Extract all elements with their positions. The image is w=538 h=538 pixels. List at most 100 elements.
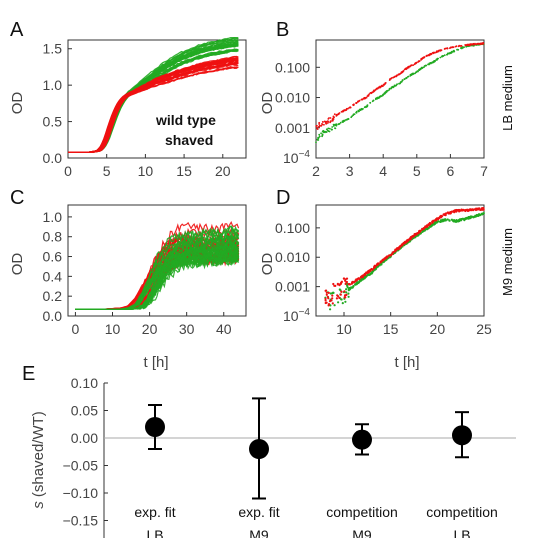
panel-d-data-point — [347, 289, 350, 292]
panel-d-data-point — [452, 209, 456, 212]
panel-b-data-point — [366, 104, 369, 107]
panel-d-data-point — [389, 254, 392, 257]
panel-d-data-point — [410, 236, 413, 239]
panel-b-data-point — [470, 43, 472, 45]
panel-b-data-point — [427, 63, 429, 66]
panel-d-data-point — [325, 293, 328, 296]
panel-d-data-point — [482, 212, 485, 215]
panel-b-data-point — [363, 106, 366, 109]
panel-c-xtick-label: 30 — [179, 321, 195, 337]
panel-b-data-point — [336, 114, 338, 116]
panel-d-ytick-label: 0.010 — [275, 249, 310, 265]
panel-b-data-point — [398, 82, 401, 85]
panel-d-data-point — [372, 266, 376, 270]
panel-letter-d: D — [276, 187, 290, 209]
panel-e-category-label: competition — [326, 504, 398, 520]
panel-e-ytick-label: 0.00 — [71, 430, 98, 446]
panel-b-data-point — [369, 101, 372, 104]
panel-b-data-point — [355, 111, 357, 114]
panel-b-data-point — [333, 113, 336, 116]
panel-b-data-point — [323, 123, 325, 126]
panel-d-data-point — [386, 255, 389, 258]
panel-d-data-point — [416, 232, 419, 235]
panel-c-ytick-label: 1.0 — [43, 209, 63, 225]
panel-b-data-point — [320, 132, 322, 135]
panel-b-data-point — [450, 51, 453, 54]
panel-b-data-point — [393, 84, 396, 87]
panel-d-data-point — [444, 214, 447, 217]
panel-d-data-point — [471, 208, 474, 211]
panel-d-data-point — [475, 208, 478, 211]
panel-c-ytick-label: 0.0 — [43, 308, 63, 324]
panel-b-data-point — [355, 101, 358, 104]
panel-b-data-point — [365, 96, 368, 99]
panel-b-data-point — [442, 55, 445, 57]
panel-d-data-point — [459, 218, 463, 221]
panel-d-data-point — [439, 219, 443, 222]
panel-b-data-point — [344, 109, 346, 111]
panel-d-data-point — [454, 220, 457, 223]
panel-b-data-point — [358, 99, 361, 102]
panel-d-data-point — [373, 268, 376, 271]
panel-b-data-point — [329, 121, 331, 124]
panel-b-data-point — [323, 130, 325, 133]
panel-d-xtick-label: 15 — [383, 321, 399, 337]
panel-b-data-point — [332, 117, 334, 120]
panel-d-data-point — [344, 300, 347, 303]
panel-a-chart: 0 5 10 15 20 0.0 0.5 1.0 1.5 — [43, 36, 247, 179]
panel-e-ytick-label: 0.10 — [71, 375, 98, 391]
panel-b-data-point — [405, 76, 408, 79]
panel-d-data-point — [324, 297, 327, 300]
panel-b-data-point — [339, 121, 342, 124]
panel-a-xtick-label: 10 — [138, 163, 154, 179]
panel-d-data-point — [351, 281, 354, 284]
panel-b-data-point — [439, 56, 442, 59]
panel-d-data-point — [449, 211, 452, 214]
panel-d-data-point — [458, 209, 461, 212]
panel-e-category-sublabel: M9 — [249, 527, 269, 538]
panel-d-data-point — [425, 225, 428, 228]
panel-b-data-point — [315, 141, 317, 144]
panel-b-data-point — [327, 127, 330, 130]
panel-b-data-point — [392, 76, 394, 79]
panel-b-data-point — [360, 107, 363, 110]
panel-b-data-point — [395, 75, 398, 78]
panel-d-data-point — [423, 226, 426, 229]
panel-b-data-point — [443, 54, 446, 57]
panel-b-data-point — [429, 62, 432, 64]
panel-a-xtick-label: 0 — [64, 163, 72, 179]
panel-b-data-point — [434, 60, 436, 63]
panel-a-ylabel: OD — [9, 92, 26, 115]
panel-b-data-point — [320, 124, 323, 127]
panel-b-data-point — [476, 42, 479, 45]
panel-b-data-point — [403, 78, 406, 80]
panel-b-series-wild-type — [315, 42, 485, 144]
panel-c-ytick-label: 0.2 — [43, 288, 63, 304]
panel-d-data-point — [340, 290, 343, 293]
panel-d-data-point — [333, 284, 336, 287]
panel-d-data-point — [456, 219, 460, 222]
panel-d-data-point — [466, 208, 469, 211]
panel-b-data-point — [390, 87, 393, 89]
panel-b-data-point — [446, 47, 449, 50]
panel-b-data-point — [412, 73, 414, 76]
panel-b-data-point — [428, 54, 431, 56]
panel-c-xtick-label: 10 — [105, 321, 121, 337]
panel-b-ytick-label: 10−4 — [283, 149, 310, 166]
panel-d-data-point — [331, 291, 335, 294]
panel-b-data-point — [457, 45, 460, 48]
panel-b-data-point — [447, 52, 449, 55]
panel-d-data-point — [384, 257, 387, 260]
panel-d-data-point — [330, 299, 333, 302]
panel-b-data-point — [463, 46, 465, 48]
panel-d-data-point — [324, 289, 327, 292]
panel-b-data-point — [353, 103, 355, 106]
panel-d-data-point — [418, 229, 421, 233]
panel-b-ytick-label: 0.010 — [275, 90, 310, 106]
panel-d-data-point — [469, 216, 472, 219]
panel-d-data-point — [438, 216, 441, 219]
panel-c-xtick-label: 40 — [216, 321, 232, 337]
panel-b-data-point — [374, 88, 377, 91]
panel-b-data-point — [415, 61, 418, 64]
panel-d-data-point — [326, 295, 329, 298]
